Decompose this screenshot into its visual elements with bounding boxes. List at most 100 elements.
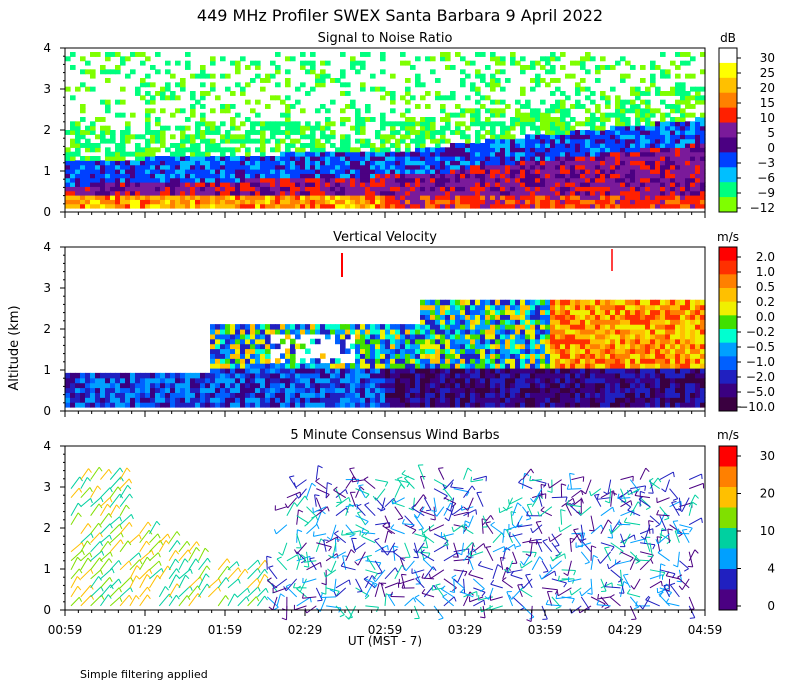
snr-cell (550, 138, 556, 144)
velocity-cell (95, 402, 101, 408)
snr-cell (90, 182, 96, 187)
snr-cell (610, 86, 616, 92)
colorbar-label: 25 (760, 66, 775, 80)
velocity-cell (660, 353, 666, 359)
snr-cell (510, 134, 516, 140)
velocity-cell (570, 358, 576, 364)
snr-cell (255, 156, 261, 161)
snr-cell (355, 130, 361, 135)
velocity-cell (630, 358, 636, 364)
snr-cell (680, 151, 686, 157)
snr-cell (125, 195, 131, 200)
snr-cell (335, 199, 341, 205)
snr-cell (550, 65, 556, 70)
snr-cell (425, 203, 431, 209)
velocity-cell (255, 343, 261, 350)
snr-cell (675, 147, 681, 153)
snr-cell (455, 143, 461, 148)
velocity-cell (255, 382, 261, 389)
snr-cell (355, 195, 361, 200)
velocity-cell (570, 363, 576, 369)
snr-cell (640, 147, 646, 153)
velocity-cell (375, 387, 381, 393)
velocity-cell (375, 348, 381, 354)
velocity-cell (595, 314, 601, 320)
snr-cell (215, 199, 221, 205)
velocity-cell (670, 392, 676, 398)
snr-cell (240, 199, 246, 205)
snr-cell (75, 186, 81, 192)
snr-cell (500, 130, 506, 135)
snr-cell (265, 182, 271, 187)
snr-cell (420, 195, 426, 200)
snr-cell (605, 147, 611, 153)
snr-cell (450, 65, 456, 70)
velocity-cell (630, 392, 636, 398)
velocity-cell (520, 372, 526, 379)
snr-cell (505, 195, 511, 200)
snr-cell (455, 52, 461, 57)
velocity-cell (645, 324, 651, 330)
snr-cell (655, 151, 661, 157)
snr-cell (175, 95, 181, 101)
snr-cell (95, 177, 101, 183)
velocity-panel-title: Vertical Velocity (333, 230, 437, 245)
snr-cell (380, 86, 386, 92)
velocity-cell (665, 304, 671, 311)
velocity-cell (645, 338, 651, 345)
snr-cell (180, 169, 186, 174)
snr-cell (515, 199, 521, 205)
velocity-cell (410, 377, 416, 384)
velocity-cell (650, 314, 656, 320)
snr-cell (470, 173, 476, 179)
snr-cell (620, 173, 626, 179)
snr-cell (685, 156, 691, 161)
snr-cell (250, 195, 256, 200)
snr-cell (115, 99, 121, 105)
velocity-cell (595, 338, 601, 345)
snr-cell (220, 164, 226, 170)
snr-cell (515, 190, 521, 196)
snr-cell (500, 169, 506, 174)
snr-cell (640, 156, 646, 161)
snr-cell (650, 134, 656, 140)
velocity-cell (510, 343, 516, 350)
snr-cell (450, 190, 456, 196)
snr-cell (320, 143, 326, 148)
snr-cell (250, 186, 256, 192)
snr-cell (240, 86, 246, 92)
velocity-cell (565, 368, 571, 374)
velocity-cell (595, 319, 601, 325)
snr-cell (425, 121, 431, 127)
snr-cell (615, 195, 621, 200)
velocity-cell (350, 392, 356, 398)
velocity-cell (605, 358, 611, 364)
snr-cell (475, 177, 481, 183)
velocity-cell (155, 397, 161, 403)
velocity-cell (590, 353, 596, 359)
velocity-cell (585, 324, 591, 330)
snr-cell (495, 112, 501, 118)
snr-cell (85, 156, 91, 161)
velocity-cell (255, 329, 261, 335)
snr-cell (395, 151, 401, 157)
snr-cell (550, 169, 556, 174)
snr-cell (465, 177, 471, 183)
snr-cell (405, 190, 411, 196)
velocity-cell (620, 314, 626, 320)
snr-cell (615, 134, 621, 140)
velocity-cell (665, 363, 671, 369)
velocity-cell (350, 402, 356, 408)
velocity-cell (315, 377, 321, 384)
velocity-cell (80, 397, 86, 403)
velocity-cell (470, 382, 476, 389)
snr-cell (645, 151, 651, 157)
snr-cell (315, 143, 321, 148)
velocity-cell (665, 343, 671, 350)
snr-cell (545, 164, 551, 170)
snr-cell (610, 134, 616, 140)
snr-cell (660, 112, 666, 118)
velocity-cell (650, 402, 656, 408)
snr-cell (260, 86, 266, 92)
velocity-cell (545, 358, 551, 364)
